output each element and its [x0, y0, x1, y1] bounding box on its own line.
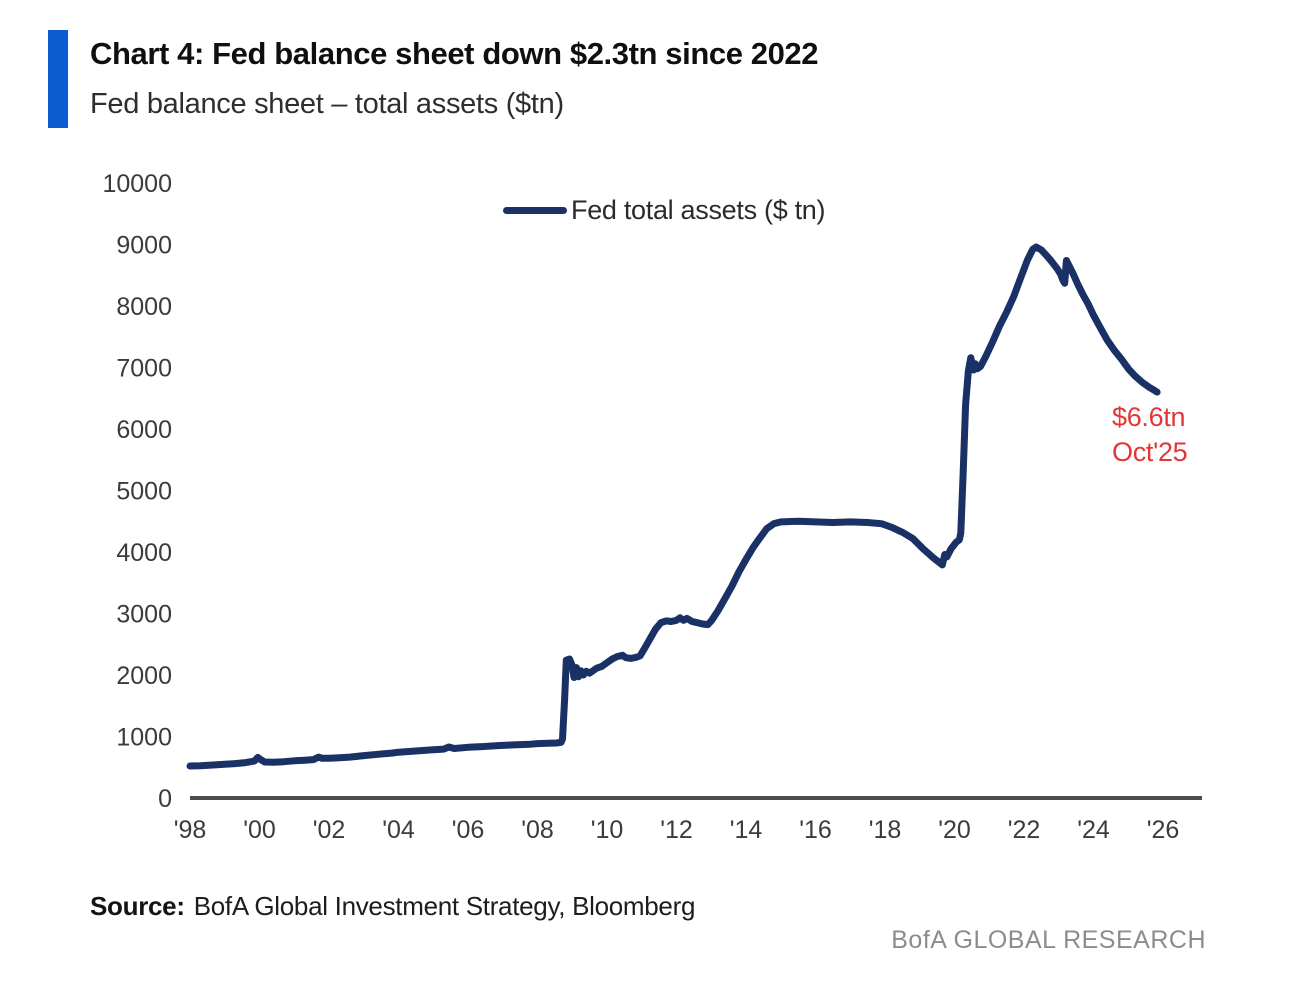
x-tick-label: '08	[521, 816, 554, 844]
y-tick-label: 7000	[116, 355, 172, 383]
x-tick-label: '26	[1147, 816, 1180, 844]
y-tick-label: 0	[158, 785, 172, 813]
x-tick-label: '20	[938, 816, 971, 844]
x-tick-label: '12	[660, 816, 693, 844]
latest-value-annotation: $6.6tn Oct'25	[1112, 400, 1188, 470]
source-line: Source: BofA Global Investment Strategy, …	[90, 891, 695, 922]
x-tick-label: '02	[313, 816, 346, 844]
legend-label: Fed total assets ($ tn)	[571, 195, 826, 225]
x-tick-label: '18	[869, 816, 902, 844]
title-accent-bar	[48, 30, 68, 128]
chart-title: Chart 4: Fed balance sheet down $2.3tn s…	[90, 36, 819, 71]
chart-subtitle: Fed balance sheet – total assets ($tn)	[90, 88, 564, 120]
fed-total-assets-line	[186, 243, 1161, 770]
y-tick-label: 4000	[116, 539, 172, 567]
x-tick-label: '14	[730, 816, 763, 844]
x-tick-label: '98	[174, 816, 207, 844]
x-tick-label: '10	[591, 816, 624, 844]
x-tick-label: '16	[799, 816, 832, 844]
legend: Fed total assets ($ tn)	[503, 195, 826, 226]
x-tick-label: '00	[243, 816, 276, 844]
legend-line-swatch	[503, 207, 567, 214]
x-tick-label: '06	[452, 816, 485, 844]
annotation-value: $6.6tn	[1112, 402, 1186, 432]
y-tick-label: 8000	[116, 293, 172, 321]
annotation-date: Oct'25	[1112, 437, 1188, 467]
y-tick-label: 3000	[116, 601, 172, 629]
y-tick-label: 6000	[116, 416, 172, 444]
brand-footer: BofA GLOBAL RESEARCH	[891, 926, 1206, 954]
y-tick-label: 1000	[116, 724, 172, 752]
source-text: BofA Global Investment Strategy, Bloombe…	[193, 891, 696, 921]
x-tick-label: '24	[1077, 816, 1110, 844]
y-tick-label: 9000	[116, 232, 172, 260]
y-tick-label: 10000	[102, 170, 172, 198]
source-label: Source:	[90, 891, 185, 921]
y-tick-label: 2000	[116, 662, 172, 690]
y-tick-label: 5000	[116, 478, 172, 506]
x-tick-label: '22	[1008, 816, 1041, 844]
x-tick-label: '04	[382, 816, 415, 844]
